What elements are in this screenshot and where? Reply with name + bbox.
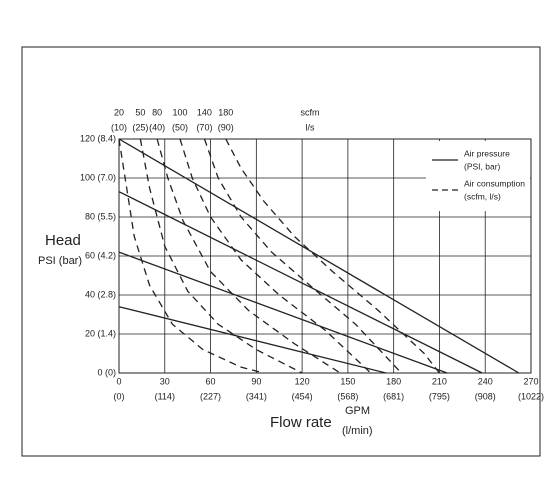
consumption-curve [118,138,265,374]
y-tick-label: 60 (4.2) [85,250,116,260]
y-tick-label: 20 (1.4) [85,328,116,338]
legend-sub: (scfm, l/s) [464,191,501,201]
y-tick-label: 0 (0) [97,367,116,377]
x-tick-label: 90 [251,376,261,386]
y-tick-label: 40 (2.8) [85,289,116,299]
pressure-curve [118,191,483,374]
top-label2: (40) [149,122,165,132]
x-tick-label: 0 [116,376,121,386]
plot-border [118,138,532,374]
pressure-curve [118,251,448,374]
consumption-curve [139,138,303,374]
y-tick-label: 80 (5.5) [85,211,116,221]
x-tick-label: 180 [386,376,401,386]
x-tick-label: 210 [432,376,447,386]
x-tick-label-lpm: (227) [200,391,221,401]
y-tick-label: 120 (8.4) [80,133,116,143]
legend-sub: (PSI, bar) [464,161,501,171]
top-label: 20 [114,107,124,117]
pressure-curve [118,138,520,374]
x-tick-label-lpm: (568) [337,391,358,401]
x-tick-label: 270 [523,376,538,386]
y-tick-label: 100 (7.0) [80,172,116,182]
x-unit2: (l/min) [342,425,373,437]
x-label: Flow rate [270,414,332,431]
x-tick-label: 240 [478,376,493,386]
frame [21,46,541,457]
x-tick-label-lpm: (341) [246,391,267,401]
x-tick-label: 120 [295,376,310,386]
x-tick-label-lpm: (454) [292,391,313,401]
x-tick-label: 30 [160,376,170,386]
x-tick-label-lpm: (0) [114,391,125,401]
legend-label: Air consumption [464,178,525,188]
top-label2: (90) [218,122,234,132]
x-tick-label-lpm: (1022) [518,391,544,401]
x-tick-label: 60 [206,376,216,386]
top-unit: scfm [301,107,320,117]
y-label: Head [45,232,81,249]
top-label2: (50) [172,122,188,132]
x-tick-label-lpm: (114) [155,391,175,401]
consumption-curve [225,138,440,374]
top-unit2: l/s [306,122,316,132]
x-tick-label-lpm: (681) [383,391,404,401]
y-unit: PSI (bar) [38,255,82,267]
consumption-curve [203,138,402,374]
pressure-curve [118,306,387,374]
x-tick-label: 150 [340,376,355,386]
x-unit: GPM [345,405,370,417]
legend-label: Air pressure [464,148,510,158]
top-label: 80 [152,107,162,117]
top-label: 50 [135,107,145,117]
legend-box [426,141,530,211]
top-label: 100 [173,107,188,117]
top-label2: (70) [196,122,212,132]
top-label2: (25) [132,122,148,132]
x-tick-label-lpm: (795) [429,391,450,401]
top-label2: (10) [111,122,127,132]
consumption-curve [179,138,372,374]
x-tick-label-lpm: (908) [475,391,496,401]
consumption-curve [156,138,341,374]
top-label: 140 [197,107,212,117]
top-label: 180 [218,107,233,117]
